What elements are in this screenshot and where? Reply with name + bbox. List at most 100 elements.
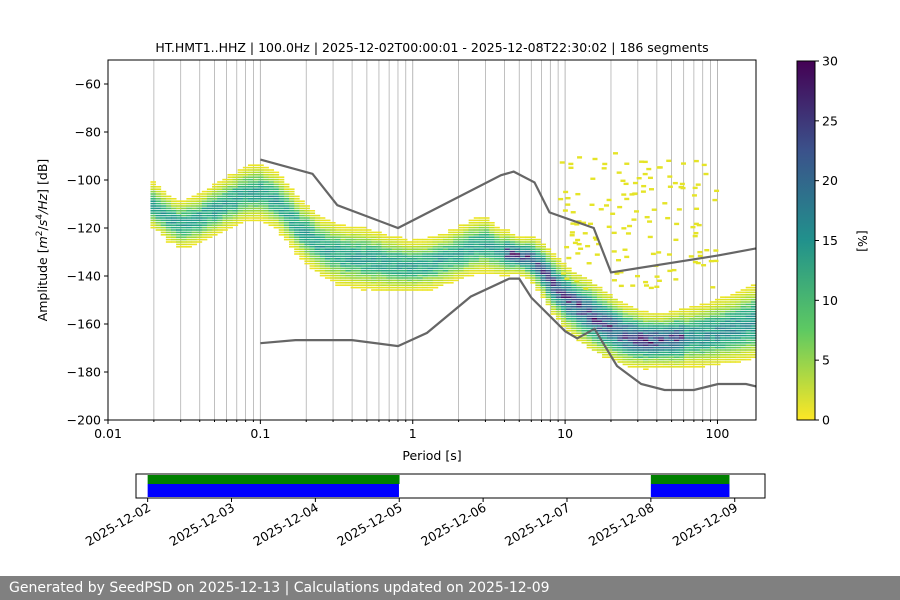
psd-cell	[150, 210, 157, 212]
psd-cell	[602, 334, 608, 337]
psd-cell	[535, 258, 541, 260]
psd-cell	[663, 337, 670, 339]
psd-cell	[704, 342, 711, 344]
psd-cell	[535, 243, 541, 246]
psd-cell	[627, 327, 634, 330]
psd-cell	[602, 325, 608, 327]
psd-cell	[422, 274, 428, 277]
psd-cell	[340, 226, 346, 229]
psd-cell	[381, 279, 387, 282]
psd-cell	[345, 274, 352, 277]
psd-cell	[709, 315, 716, 318]
psd-cell	[355, 286, 362, 289]
psd-cell	[453, 241, 459, 243]
psd-cell	[545, 262, 552, 265]
psd-cell	[730, 320, 736, 322]
psd-cell	[417, 238, 423, 241]
psd-cell	[232, 207, 239, 210]
psd-cell	[725, 325, 731, 327]
psd-cell	[679, 318, 685, 320]
psd-cell	[489, 270, 495, 272]
psd-cell	[607, 310, 613, 313]
psd-cell	[494, 262, 500, 265]
psd-cell	[504, 274, 511, 277]
psd-cell	[637, 356, 644, 358]
psd-cell	[581, 296, 588, 298]
y-tick-label: −100	[67, 173, 101, 188]
psd-cell	[191, 198, 198, 200]
psd-cell	[227, 202, 233, 205]
psd-cell	[581, 330, 588, 332]
psd-cell	[458, 231, 464, 234]
psd-cell	[381, 270, 387, 272]
psd-cell	[637, 322, 644, 325]
psd-outlier-cell	[642, 172, 648, 176]
psd-cell	[247, 205, 254, 207]
psd-cell	[196, 207, 203, 210]
psd-cell	[704, 354, 711, 356]
psd-cell	[689, 363, 695, 366]
psd-cell	[519, 258, 526, 260]
psd-cell	[566, 289, 572, 291]
psd-cell	[386, 274, 393, 277]
psd-cell	[694, 332, 700, 334]
psd-cell	[401, 255, 408, 258]
psd-cell	[196, 234, 203, 236]
psd-cell	[365, 279, 372, 282]
psd-cell	[324, 246, 331, 248]
psd-cell	[663, 339, 670, 342]
psd-outlier-cell	[672, 181, 678, 185]
psd-cell	[684, 320, 690, 322]
psd-cell	[309, 265, 316, 267]
psd-cell	[165, 212, 172, 214]
psd-outlier-cell	[654, 275, 660, 278]
psd-cell	[181, 243, 187, 246]
psd-cell	[376, 289, 382, 291]
psd-cell	[612, 334, 618, 337]
psd-cell	[473, 255, 480, 258]
psd-cell	[176, 236, 182, 238]
psd-cell	[314, 253, 321, 255]
psd-cell	[484, 226, 490, 229]
psd-cell	[489, 229, 495, 231]
psd-cell	[212, 195, 218, 198]
psd-cell	[478, 260, 485, 262]
psd-cell	[355, 265, 362, 267]
psd-cell	[365, 248, 372, 250]
psd-outlier-cell	[624, 162, 630, 165]
psd-cell	[745, 351, 752, 354]
psd-cell	[304, 241, 310, 243]
psd-cell	[525, 262, 531, 265]
psd-cell	[227, 222, 233, 224]
psd-cell	[304, 210, 310, 212]
psd-cell	[689, 310, 695, 313]
psd-cell	[617, 330, 623, 332]
psd-cell	[360, 234, 367, 236]
psd-cell	[422, 284, 428, 286]
psd-cell	[427, 246, 434, 248]
psd-cell	[560, 274, 567, 277]
psd-cell	[530, 238, 536, 241]
psd-cell	[299, 205, 305, 207]
psd-cell	[350, 248, 357, 250]
psd-cell	[294, 219, 300, 222]
psd-cell	[586, 339, 593, 342]
psd-cell	[289, 205, 295, 207]
psd-cell	[401, 241, 408, 243]
psd-cell	[673, 358, 680, 361]
psd-cell	[186, 224, 192, 226]
psd-cell	[222, 186, 228, 188]
psd-cell	[571, 274, 577, 277]
psd-cell	[632, 310, 639, 313]
psd-cell	[232, 183, 239, 186]
psd-cell	[514, 255, 521, 258]
psd-cell	[391, 277, 398, 279]
psd-cell	[381, 246, 387, 248]
psd-cell	[196, 226, 203, 229]
psd-cell	[217, 210, 223, 212]
psd-cell	[499, 274, 505, 277]
psd-cell	[227, 207, 233, 210]
psd-cell	[196, 238, 203, 241]
psd-cell	[345, 246, 352, 248]
psd-cell	[386, 246, 393, 248]
